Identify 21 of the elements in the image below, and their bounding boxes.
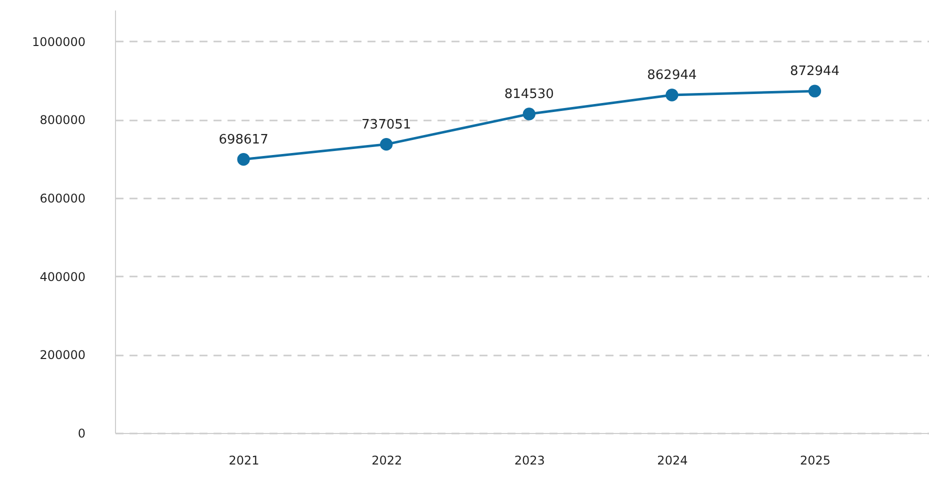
y-tick-label: 800000 [40,113,86,128]
y-tick-label: 1000000 [32,34,86,49]
point [808,84,822,98]
x-tick-label: 2023 [514,454,545,468]
y-tick-label: 200000 [40,348,86,362]
point [380,138,393,151]
data-label: 862944 [647,68,697,84]
data-label: 698617 [218,132,268,148]
point [666,88,678,102]
y-tick-label: 0 [78,426,86,440]
x-tick-label: 2021 [228,454,260,468]
point [237,153,250,166]
point [522,108,536,120]
data-label: 872944 [790,64,840,80]
data-label: 737051 [362,117,412,132]
x-tick-label: 2022 [372,454,402,468]
x-tick-label: 2025 [800,454,831,468]
y-tick-label: 400000 [40,270,86,284]
data-label: 814530 [504,86,554,102]
x-tick-label: 2024 [657,454,688,468]
y-tick-label: 600000 [40,192,86,206]
